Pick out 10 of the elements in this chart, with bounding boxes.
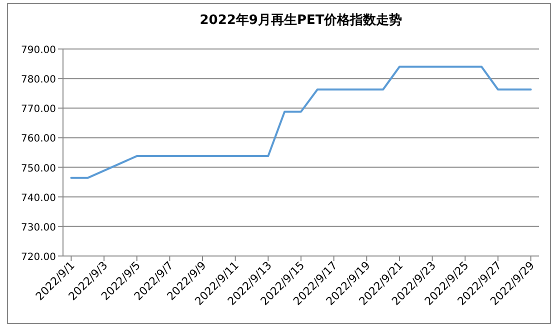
y-tick-label: 750.00 <box>21 163 56 174</box>
y-tick-label: 730.00 <box>21 222 56 234</box>
y-tick-label: 770.00 <box>21 104 56 116</box>
chart-title: 2022年9月再生PET价格指数走势 <box>200 12 402 28</box>
y-tick-label: 720.00 <box>21 252 56 263</box>
y-tick-label: 760.00 <box>21 134 56 145</box>
y-tick-label: 780.00 <box>21 74 56 86</box>
y-tick-label: 790.00 <box>21 45 56 56</box>
line-series <box>70 66 532 179</box>
y-tick-label: 740.00 <box>21 192 56 204</box>
